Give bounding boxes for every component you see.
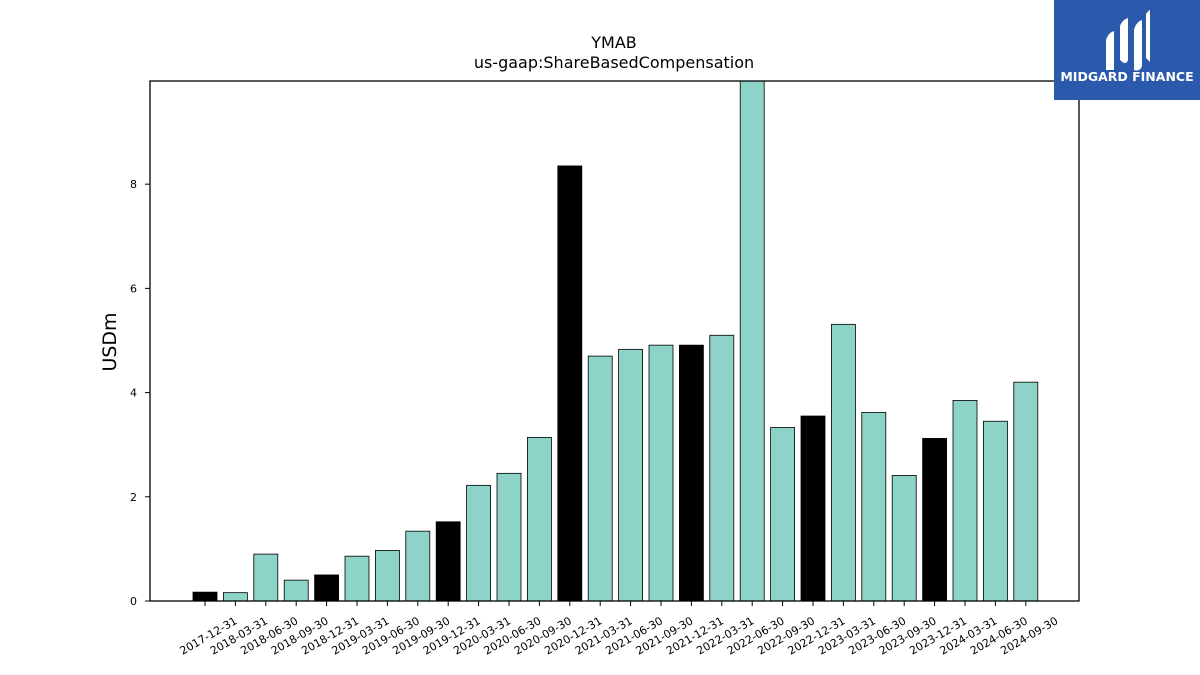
- bar-2021-09-30: [648, 344, 674, 602]
- bar-2019-12-31: [435, 521, 461, 602]
- bar-2023-03-31: [831, 323, 856, 602]
- logo-text: MIDGARD FINANCE: [1060, 69, 1193, 84]
- midgard-mark-icon: [1106, 10, 1150, 71]
- bar-2020-03-31: [466, 484, 492, 602]
- bar-2024-09-30: [1013, 381, 1039, 602]
- bar-2019-03-31: [344, 555, 370, 602]
- y-axis-label: USDm: [99, 312, 121, 371]
- bar-2019-06-30: [374, 550, 400, 602]
- y-tick-label: 0: [130, 595, 137, 608]
- bar-2018-09-30: [283, 579, 309, 602]
- chart-title: YMAB: [590, 33, 637, 52]
- bar-2023-06-30: [861, 411, 887, 602]
- bar-2020-09-30: [527, 436, 552, 602]
- bar-2024-03-31: [952, 399, 978, 602]
- bar-2021-03-31: [587, 355, 613, 602]
- y-tick-label: 8: [130, 178, 137, 191]
- midgard-logo: MIDGARD FINANCE: [1054, 0, 1200, 100]
- y-tick-label: 4: [130, 387, 137, 400]
- bar-2017-12-31: [192, 591, 218, 602]
- y-tick-label: 2: [130, 491, 137, 504]
- bar-2021-06-30: [618, 348, 643, 602]
- bar-2021-12-31: [679, 344, 704, 602]
- bar-2018-12-31: [314, 574, 340, 602]
- y-ticks-group: 0 2 4 6 8: [130, 178, 150, 608]
- bar-2022-09-30: [770, 427, 795, 602]
- bar-2018-03-31: [222, 592, 248, 602]
- bar-2023-12-31: [922, 438, 947, 602]
- bar-2020-06-30: [496, 472, 522, 602]
- bar-2022-03-31: [709, 334, 735, 602]
- bar-2018-06-30: [253, 553, 279, 602]
- y-tick-label: 6: [130, 282, 137, 295]
- bar-2020-12-31: [557, 165, 583, 602]
- bars-group: [192, 80, 1039, 602]
- x-ticks-group: 2017-12-312018-03-312018-06-302018-09-30…: [178, 601, 1060, 658]
- chart-subtitle: us-gaap:ShareBasedCompensation: [474, 53, 754, 72]
- bar-2022-12-31: [800, 415, 826, 602]
- bar-2022-06-30: [739, 80, 765, 602]
- bar-2019-09-30: [405, 530, 431, 602]
- bar-2023-09-30: [891, 475, 917, 602]
- plot-frame: [149, 80, 1080, 602]
- bar-2024-06-30: [983, 420, 1008, 602]
